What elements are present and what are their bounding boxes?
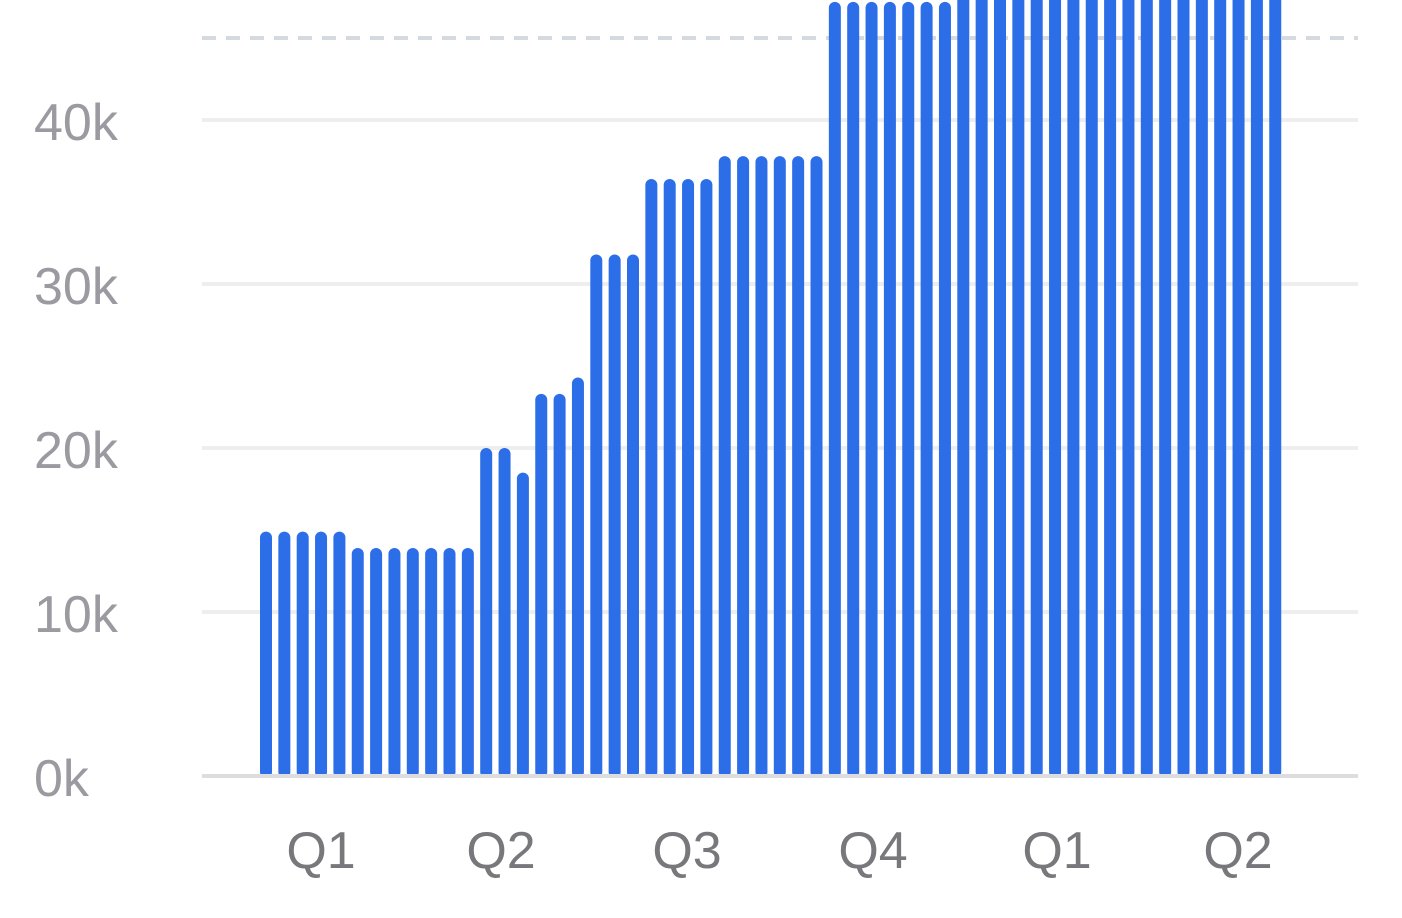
bar (1085, 0, 1098, 778)
bar (333, 531, 346, 778)
y-tick-label: 20k (34, 422, 119, 480)
bar (645, 179, 658, 779)
bar (571, 377, 584, 778)
bar (1177, 0, 1190, 778)
bar (1122, 0, 1135, 778)
bar (278, 531, 291, 778)
y-axis: 0k10k20k30k40k50k (34, 94, 119, 808)
bar (737, 156, 750, 778)
bar (590, 254, 603, 779)
bar (663, 179, 676, 779)
bar (920, 1, 933, 779)
x-tick-label: Q3 (652, 822, 721, 880)
bar (1159, 0, 1172, 778)
bar (938, 1, 951, 779)
x-tick-label: Q2 (1203, 822, 1272, 880)
y-tick-label: 30k (34, 258, 119, 316)
bar (718, 156, 731, 778)
bar (883, 1, 896, 779)
bar (608, 254, 621, 779)
bar (516, 472, 529, 778)
bar (1250, 0, 1263, 778)
x-tick-label: Q1 (286, 822, 355, 880)
bar (1049, 0, 1062, 778)
bar (1012, 0, 1025, 778)
y-tick-label: 0k (34, 750, 90, 808)
bar (1214, 0, 1227, 778)
bar (957, 0, 970, 778)
bar (480, 448, 493, 778)
bar (553, 393, 566, 778)
bar (792, 156, 805, 778)
bar (902, 1, 915, 779)
bar (351, 548, 364, 778)
bar (498, 448, 511, 778)
y-tick-label: 40k (34, 94, 119, 152)
bar (810, 156, 823, 778)
bar (700, 179, 713, 779)
bar (1232, 0, 1245, 778)
bar (1067, 0, 1080, 778)
bar (627, 254, 639, 779)
y-tick-label: 10k (34, 586, 119, 644)
bar (773, 156, 786, 778)
bar (388, 548, 401, 778)
bar (370, 548, 383, 778)
bar (1104, 0, 1117, 778)
bar (994, 0, 1006, 778)
bar (847, 1, 860, 779)
bar (1195, 0, 1208, 778)
bars (260, 0, 1282, 779)
bar (535, 393, 548, 778)
x-tick-label: Q4 (838, 822, 907, 880)
bar (1030, 0, 1043, 778)
bar (461, 548, 474, 778)
bar (828, 1, 841, 779)
bar (443, 548, 456, 778)
bar (425, 548, 438, 778)
bar (315, 531, 328, 778)
x-axis: Q1 Q2 Q3 Q4 Q1 Q2 (286, 822, 1272, 880)
x-tick-label: Q1 (1022, 822, 1091, 880)
bar (406, 548, 419, 778)
bar (755, 156, 768, 778)
bar (682, 179, 695, 779)
bar (1140, 0, 1153, 778)
bar (1269, 0, 1282, 778)
bar (975, 0, 988, 778)
bar (865, 1, 878, 779)
bar (296, 531, 309, 778)
bar (260, 531, 272, 778)
x-tick-label: Q2 (466, 822, 535, 880)
